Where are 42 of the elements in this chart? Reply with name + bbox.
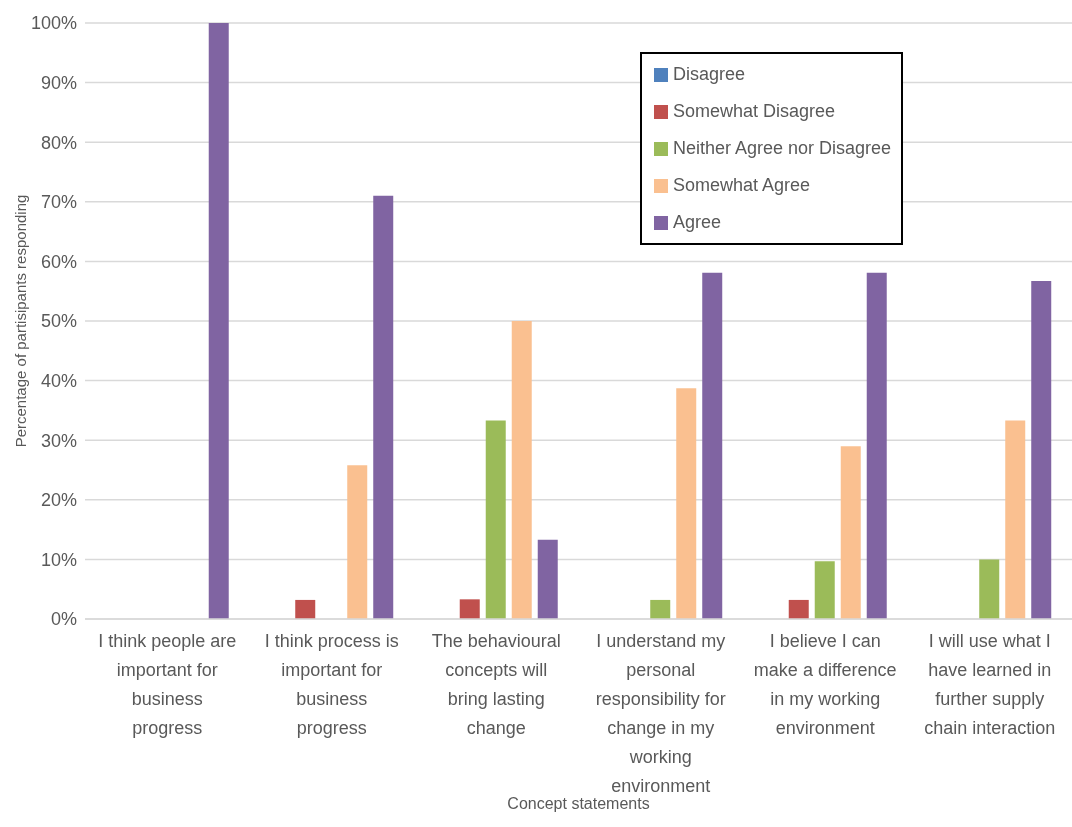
y-tick-label: 90% <box>40 72 77 93</box>
bar <box>537 539 558 619</box>
y-tick-label: 60% <box>40 251 77 272</box>
bar <box>511 321 532 619</box>
x-tick-label: I think process is important for business progress <box>264 631 399 738</box>
bar <box>295 599 316 619</box>
y-tick-label: 70% <box>40 192 77 213</box>
bar <box>866 272 887 619</box>
x-axis-title: Concept statements <box>507 795 650 812</box>
x-tick-label: The behavioural concepts will bring lasting change <box>431 631 561 738</box>
bar <box>840 446 861 619</box>
legend-label: Neither Agree nor Disagree <box>673 138 892 159</box>
y-axis-title: Percentage of partisipants responding <box>11 194 29 448</box>
legend-label: Somewhat Agree <box>673 175 811 196</box>
y-tick-label: 20% <box>40 490 77 511</box>
y-tick-label: 40% <box>40 370 77 391</box>
legend-label: Agree <box>673 212 722 233</box>
y-tick-label: 50% <box>40 311 77 332</box>
x-tick-label: I understand my personal responsibility for change in my working environment <box>595 631 726 796</box>
bar <box>347 465 368 619</box>
bar <box>979 559 1000 619</box>
x-tick-label: I will use what I have learned in further supply chain interaction <box>924 631 1056 738</box>
y-tick-label: 100% <box>30 13 77 34</box>
bar <box>814 561 835 619</box>
legend-label: Somewhat Disagree <box>673 101 836 122</box>
bar <box>459 599 480 619</box>
bar <box>208 23 229 619</box>
x-tick-label: I think people are important for business progress <box>98 631 237 738</box>
bar <box>650 599 671 619</box>
bar <box>788 599 809 619</box>
bar <box>676 388 697 619</box>
y-tick-label: 0% <box>50 609 77 630</box>
x-tick-label: I believe I can make a difference in my working environment <box>753 631 897 738</box>
bar <box>485 420 506 619</box>
legend-label: Disagree <box>673 64 746 85</box>
bar <box>1005 420 1026 619</box>
y-tick-label: 10% <box>40 549 77 570</box>
y-tick-label: 30% <box>40 430 77 451</box>
y-tick-label: 80% <box>40 132 77 153</box>
bar <box>702 272 723 619</box>
bar <box>1031 281 1052 619</box>
bar <box>373 195 394 619</box>
